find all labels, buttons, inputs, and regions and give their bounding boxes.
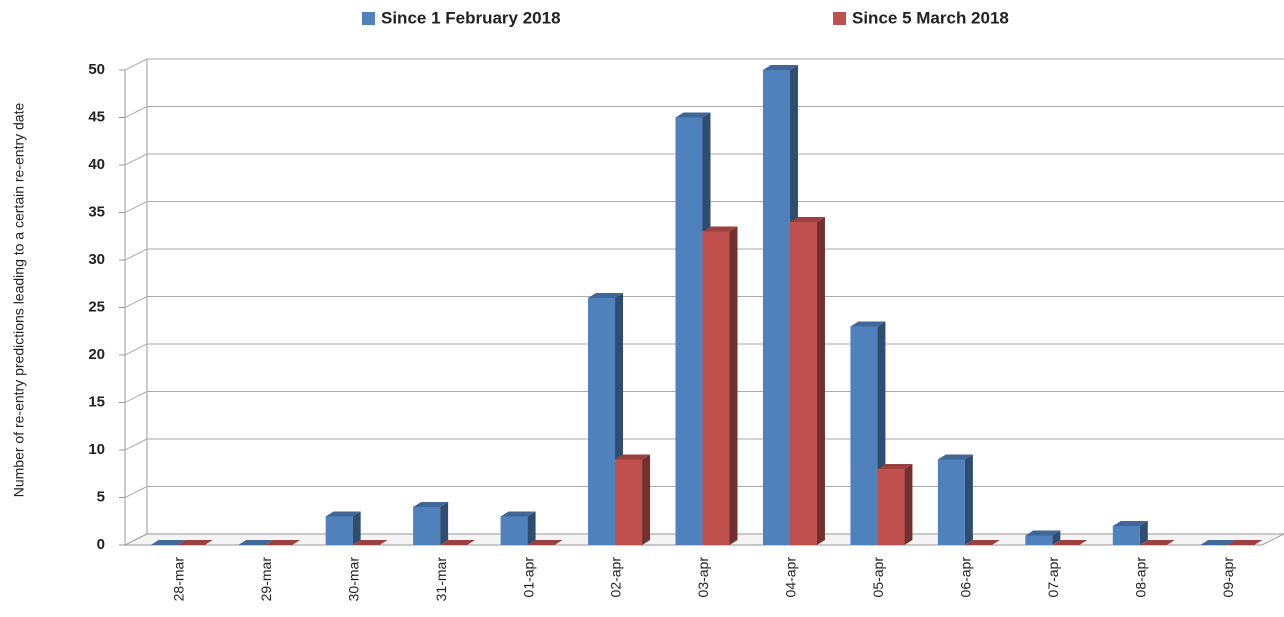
bar-top xyxy=(850,321,886,327)
x-tick-label: 06-apr xyxy=(958,557,974,598)
y-tick-label: 40 xyxy=(88,156,105,173)
y-tick-label: 20 xyxy=(88,346,105,363)
grid-line-side xyxy=(124,248,148,261)
grid-line-side xyxy=(124,58,148,71)
x-tick-label: 02-apr xyxy=(608,557,624,598)
x-tick-label: 08-apr xyxy=(1133,557,1149,598)
y-tick-label: 35 xyxy=(88,203,105,220)
bar-top xyxy=(238,540,274,545)
bar-top xyxy=(413,502,449,507)
grid-line-side xyxy=(124,438,148,451)
bar xyxy=(675,117,703,545)
bar-top xyxy=(877,464,913,469)
bar-top xyxy=(1227,540,1263,545)
bar-top xyxy=(964,540,1000,545)
y-tick-label: 10 xyxy=(88,441,105,458)
bar xyxy=(762,70,790,545)
bar xyxy=(1025,535,1053,545)
bar-top xyxy=(615,454,651,460)
bar-top xyxy=(675,112,711,118)
bar-side xyxy=(964,454,973,545)
bar xyxy=(588,298,616,545)
bar-side xyxy=(904,464,913,545)
bar-side xyxy=(642,454,651,545)
bar-side xyxy=(729,226,738,545)
legend-label: Since 5 March 2018 xyxy=(852,8,1009,27)
x-tick-label: 30-mar xyxy=(345,557,361,602)
grid-line-side xyxy=(124,106,148,118)
x-tick-label: 29-mar xyxy=(258,557,274,602)
bar-top xyxy=(1052,540,1088,545)
bar-top xyxy=(1025,530,1061,536)
x-tick-label: 05-apr xyxy=(870,557,886,598)
x-tick-label: 28-mar xyxy=(170,557,186,602)
grid-line-side xyxy=(124,201,148,213)
y-tick-label: 5 xyxy=(97,488,105,505)
grid-line-side xyxy=(124,343,148,356)
bar xyxy=(702,231,730,545)
legend-swatch xyxy=(362,12,375,25)
y-tick-label: 45 xyxy=(88,108,105,125)
x-tick-label: 31-mar xyxy=(433,557,449,602)
grid-line-side xyxy=(124,153,148,166)
legend-label: Since 1 February 2018 xyxy=(381,8,561,27)
y-tick-label: 50 xyxy=(88,61,105,78)
x-tick-label: 03-apr xyxy=(695,557,711,598)
bar xyxy=(615,459,643,545)
bar-top xyxy=(789,217,825,222)
bar-top xyxy=(440,540,476,545)
y-tick-label: 25 xyxy=(88,298,105,315)
bar-side xyxy=(1139,521,1148,545)
bar-top xyxy=(588,293,624,298)
bar xyxy=(789,222,817,545)
x-tick-label: 07-apr xyxy=(1045,557,1061,598)
bar xyxy=(413,507,441,545)
grid-line-side xyxy=(124,391,148,403)
bar xyxy=(877,469,905,545)
bar-top xyxy=(1112,521,1148,526)
bar-top xyxy=(762,65,798,70)
bar-top xyxy=(1139,540,1175,545)
grid-line-side xyxy=(124,486,148,498)
bar-side xyxy=(816,217,825,545)
x-tick-label: 09-apr xyxy=(1220,557,1236,598)
bar xyxy=(500,516,528,545)
x-tick-label: 01-apr xyxy=(520,557,536,598)
bar-top xyxy=(325,511,361,517)
bar-top xyxy=(177,540,213,545)
bar xyxy=(325,516,353,545)
bar-side xyxy=(1052,530,1061,545)
bar-top xyxy=(500,511,536,517)
y-tick-label: 30 xyxy=(88,251,105,268)
x-tick-label: 04-apr xyxy=(783,557,799,598)
bar-top xyxy=(702,226,738,232)
bar-top xyxy=(937,454,973,460)
bar-top xyxy=(265,540,301,545)
bar-top xyxy=(1200,540,1236,545)
bar-top xyxy=(352,540,388,545)
bar xyxy=(1112,526,1140,545)
bar-side xyxy=(440,502,449,545)
bar-top xyxy=(150,540,186,545)
bar xyxy=(850,326,878,545)
legend-swatch xyxy=(833,12,846,25)
y-tick-label: 0 xyxy=(97,536,105,553)
bar xyxy=(937,459,965,545)
y-axis-label: Number of re-entry predictions leading t… xyxy=(11,103,27,498)
bar-side xyxy=(352,511,361,545)
y-tick-label: 15 xyxy=(88,393,105,410)
bar-side xyxy=(527,511,536,545)
bar-top xyxy=(527,540,563,545)
grid-line-side xyxy=(124,296,148,308)
